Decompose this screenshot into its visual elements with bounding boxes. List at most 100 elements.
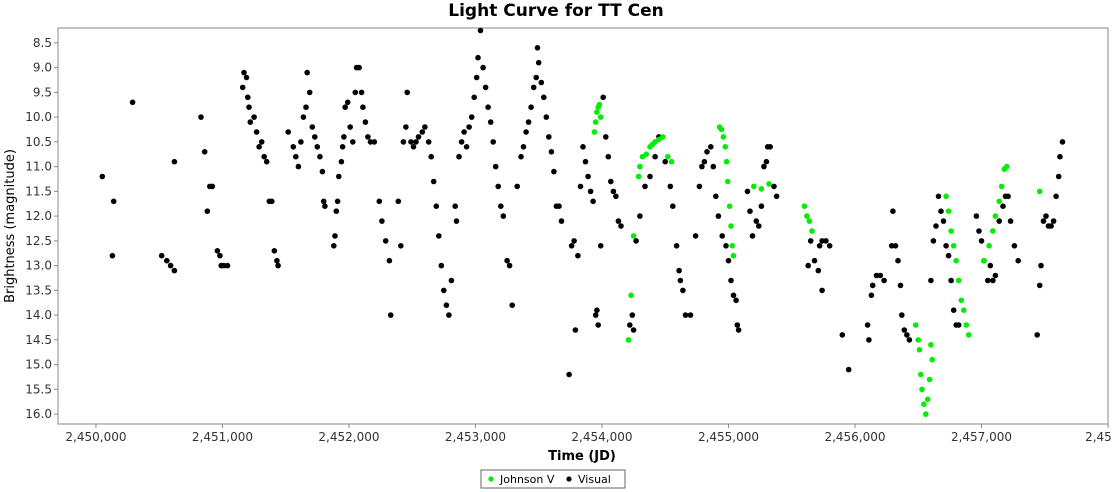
y-tick-label: 16.0 — [25, 407, 52, 421]
data-point-visual — [945, 252, 952, 259]
data-point-visual — [425, 139, 432, 145]
x-tick-label: 2,454,000 — [571, 430, 632, 444]
y-tick-label: 8.5 — [33, 36, 52, 50]
data-point-visual — [1011, 243, 1018, 249]
data-point-johnson-v — [921, 401, 927, 408]
data-point-johnson-v — [912, 322, 919, 328]
data-point-visual — [868, 292, 875, 299]
data-point-visual — [356, 64, 362, 71]
data-point-johnson-v — [966, 332, 972, 338]
data-point-visual — [928, 277, 934, 284]
data-point-visual — [730, 292, 737, 299]
data-point-johnson-v — [596, 101, 603, 108]
data-point-visual — [935, 193, 942, 200]
data-point-johnson-v — [591, 129, 598, 135]
data-point-visual — [667, 183, 674, 190]
data-point-visual — [312, 134, 318, 140]
y-tick-label: 9.5 — [33, 85, 52, 99]
data-point-visual — [382, 238, 389, 244]
data-point-visual — [419, 129, 426, 135]
data-point-visual — [362, 119, 369, 125]
data-point-visual — [582, 158, 589, 165]
data-point-visual — [309, 124, 316, 130]
data-point-johnson-v — [986, 243, 992, 249]
data-point-visual — [468, 114, 475, 120]
data-point-visual — [1034, 332, 1040, 338]
data-point-visual — [805, 262, 811, 269]
data-point-johnson-v — [625, 337, 632, 343]
data-point-johnson-v — [809, 228, 815, 234]
data-point-visual — [670, 203, 676, 209]
data-point-visual — [1015, 257, 1021, 264]
data-point-visual — [673, 243, 680, 249]
x-axis-label: Time (JD) — [548, 449, 616, 464]
data-point-visual — [933, 223, 939, 229]
data-point-visual — [676, 267, 682, 274]
data-point-visual — [453, 218, 460, 224]
data-point-visual — [338, 158, 345, 165]
data-point-visual — [239, 84, 246, 91]
data-point-johnson-v — [955, 277, 962, 284]
data-point-johnson-v — [637, 163, 643, 170]
data-point-visual — [715, 213, 722, 219]
data-point-johnson-v — [926, 376, 933, 383]
data-point-visual — [594, 307, 600, 314]
data-point-visual — [164, 257, 170, 264]
y-tick-label: 14.5 — [25, 333, 52, 347]
data-point-visual — [303, 104, 309, 110]
data-point-visual — [520, 144, 527, 150]
data-point-visual — [734, 322, 741, 328]
y-tick-label: 11.0 — [25, 160, 52, 174]
data-point-visual — [525, 119, 532, 125]
data-point-visual — [514, 183, 520, 190]
x-tick-label: 2,455,000 — [698, 430, 759, 444]
data-point-visual — [906, 337, 913, 343]
data-point-visual — [610, 188, 617, 195]
y-tick-label: 11.5 — [25, 184, 52, 198]
data-point-visual — [987, 262, 994, 269]
y-tick-label: 14.0 — [25, 308, 52, 322]
data-point-visual — [597, 243, 604, 249]
data-point-visual — [767, 144, 773, 150]
data-point-visual — [629, 312, 636, 318]
data-point-visual — [605, 153, 612, 160]
legend-johnson-v-label: Johnson V — [499, 473, 555, 486]
data-point-visual — [728, 277, 734, 284]
data-point-visual — [456, 153, 462, 160]
data-point-visual — [482, 84, 489, 91]
data-point-visual — [452, 203, 459, 209]
data-point-visual — [422, 124, 428, 130]
data-point-johnson-v — [998, 183, 1005, 190]
data-point-johnson-v — [963, 322, 970, 328]
data-point-visual — [556, 203, 562, 209]
data-point-visual — [448, 277, 455, 284]
data-point-johnson-v — [801, 203, 808, 209]
data-point-visual — [548, 149, 555, 155]
y-tick-label: 12.0 — [25, 209, 52, 223]
data-point-visual — [518, 153, 524, 160]
data-point-visual — [171, 158, 178, 165]
chart-title: Light Curve for TT Cen — [448, 1, 663, 21]
data-point-visual — [940, 218, 947, 224]
data-point-johnson-v — [915, 337, 921, 343]
data-point-visual — [1050, 218, 1057, 224]
x-tick-label: 2,451,000 — [192, 430, 253, 444]
data-point-visual — [713, 193, 719, 200]
data-point-visual — [890, 208, 896, 214]
data-point-visual — [978, 238, 985, 244]
data-point-visual — [763, 158, 770, 165]
data-point-visual — [811, 257, 818, 264]
data-point-visual — [595, 322, 601, 328]
data-point-visual — [293, 153, 299, 160]
data-point-visual — [662, 158, 668, 165]
data-point-johnson-v — [729, 243, 736, 249]
data-point-visual — [99, 173, 106, 180]
data-point-visual — [866, 337, 872, 343]
data-point-johnson-v — [990, 228, 996, 234]
series-visual — [99, 27, 1066, 378]
data-point-visual — [819, 287, 825, 294]
data-point-visual — [642, 183, 648, 190]
data-point-johnson-v — [592, 119, 599, 125]
y-tick-label: 10.0 — [25, 110, 52, 124]
data-point-visual — [352, 89, 359, 96]
